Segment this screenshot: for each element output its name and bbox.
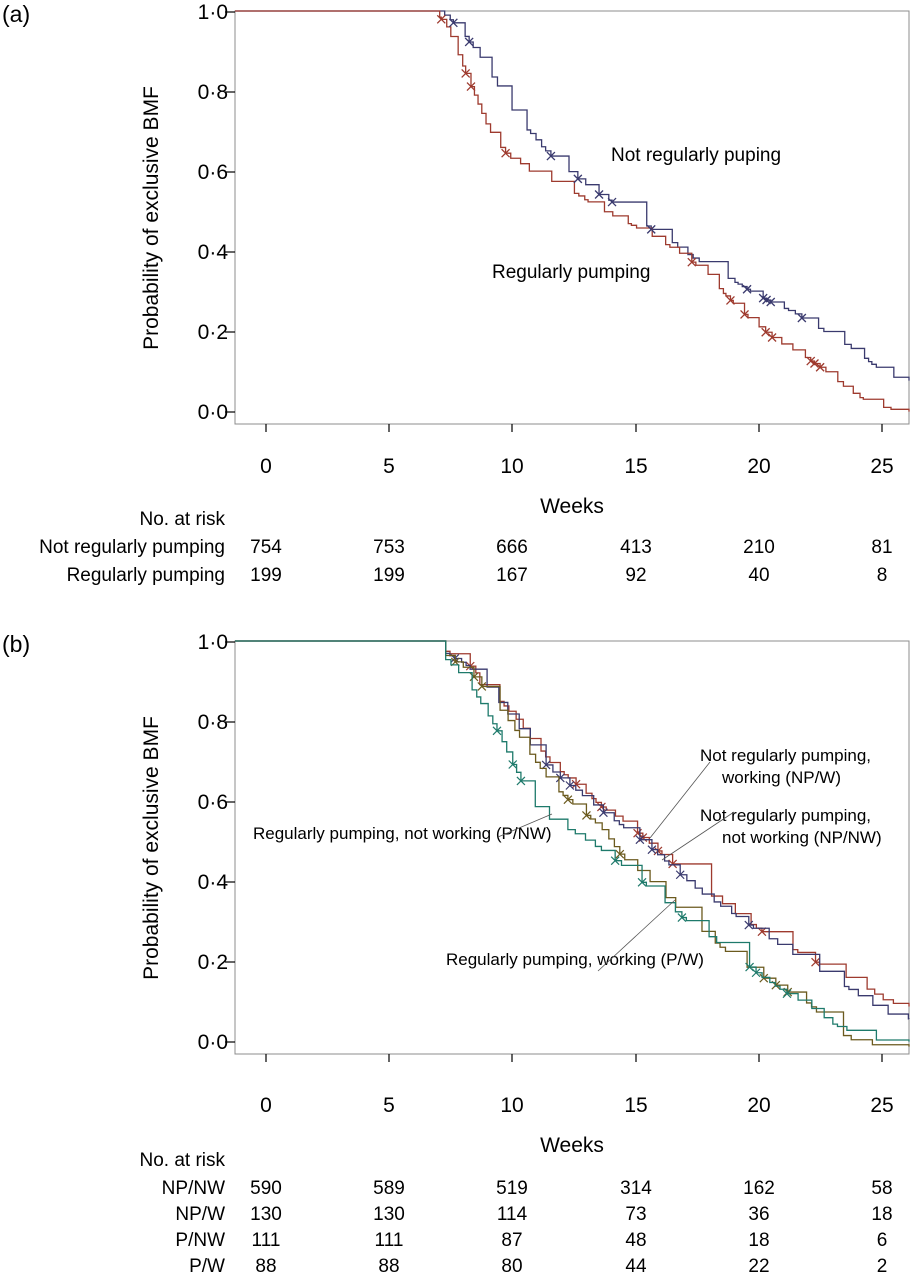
svg-text:15: 15 <box>624 455 647 478</box>
svg-text:111: 111 <box>252 1230 281 1251</box>
svg-text:167: 167 <box>496 565 528 586</box>
svg-text:666: 666 <box>496 537 528 558</box>
svg-text:P/NW: P/NW <box>175 1230 225 1251</box>
svg-text:(a): (a) <box>2 1 30 27</box>
svg-text:working (NP/W): working (NP/W) <box>721 768 841 787</box>
svg-text:15: 15 <box>624 1094 647 1117</box>
svg-text:5: 5 <box>383 455 395 478</box>
svg-text:0·2: 0·2 <box>198 321 228 344</box>
svg-text:0·0: 0·0 <box>198 401 228 424</box>
svg-text:1·0: 1·0 <box>198 631 228 654</box>
svg-text:0·0: 0·0 <box>198 1031 228 1054</box>
svg-text:36: 36 <box>748 1204 769 1225</box>
svg-text:0·8: 0·8 <box>198 81 228 104</box>
svg-text:1·0: 1·0 <box>198 1 228 24</box>
svg-text:Probability of exclusive BMF: Probability of exclusive BMF <box>140 716 163 980</box>
svg-text:18: 18 <box>871 1204 892 1225</box>
svg-text:25: 25 <box>870 1094 893 1117</box>
svg-text:44: 44 <box>625 1256 647 1277</box>
svg-text:8: 8 <box>877 565 888 586</box>
svg-text:20: 20 <box>747 455 770 478</box>
svg-text:Probability of exclusive BMF: Probability of exclusive BMF <box>140 86 163 350</box>
svg-text:130: 130 <box>250 1204 282 1225</box>
svg-text:590: 590 <box>250 1178 282 1199</box>
svg-text:5: 5 <box>383 1094 395 1117</box>
svg-text:P/W: P/W <box>189 1256 225 1277</box>
svg-text:58: 58 <box>871 1178 892 1199</box>
svg-text:87: 87 <box>501 1230 522 1251</box>
svg-text:73: 73 <box>625 1204 646 1225</box>
svg-text:754: 754 <box>250 537 282 558</box>
svg-text:6: 6 <box>877 1230 888 1251</box>
svg-text:(b): (b) <box>2 631 30 657</box>
svg-text:25: 25 <box>870 455 893 478</box>
svg-text:519: 519 <box>496 1178 528 1199</box>
svg-text:81: 81 <box>871 537 892 558</box>
svg-text:Not regularly puping: Not regularly puping <box>611 145 781 166</box>
svg-text:2: 2 <box>877 1256 888 1277</box>
svg-text:162: 162 <box>743 1178 775 1199</box>
svg-text:10: 10 <box>500 1094 523 1117</box>
svg-text:No. at risk: No. at risk <box>139 509 225 530</box>
svg-text:0·6: 0·6 <box>198 791 228 814</box>
svg-text:Regularly pumping: Regularly pumping <box>492 262 650 283</box>
svg-text:Not regularly pumping: Not regularly pumping <box>39 537 225 558</box>
svg-text:753: 753 <box>373 537 405 558</box>
svg-text:199: 199 <box>373 565 405 586</box>
svg-text:18: 18 <box>748 1230 769 1251</box>
svg-text:20: 20 <box>747 1094 770 1117</box>
svg-text:48: 48 <box>625 1230 646 1251</box>
svg-text:0: 0 <box>260 1094 272 1117</box>
svg-text:0·6: 0·6 <box>198 161 228 184</box>
svg-text:not working (NP/NW): not working (NP/NW) <box>722 828 882 847</box>
svg-text:88: 88 <box>255 1256 276 1277</box>
svg-text:80: 80 <box>501 1256 522 1277</box>
svg-text:314: 314 <box>620 1178 652 1199</box>
svg-text:0·4: 0·4 <box>198 241 229 264</box>
svg-text:Weeks: Weeks <box>540 1134 604 1157</box>
svg-text:NP/W: NP/W <box>175 1204 225 1225</box>
svg-text:114: 114 <box>497 1204 528 1225</box>
svg-text:111: 111 <box>375 1230 404 1251</box>
svg-text:NP/NW: NP/NW <box>162 1178 225 1199</box>
svg-text:199: 199 <box>250 565 282 586</box>
svg-text:210: 210 <box>743 537 775 558</box>
svg-text:130: 130 <box>373 1204 405 1225</box>
svg-text:10: 10 <box>500 455 523 478</box>
svg-text:Regularly pumping: Regularly pumping <box>67 565 225 586</box>
svg-text:0·2: 0·2 <box>198 951 228 974</box>
svg-text:Not regularly pumping,: Not regularly pumping, <box>700 746 871 765</box>
svg-text:413: 413 <box>620 537 652 558</box>
svg-text:0·8: 0·8 <box>198 711 228 734</box>
svg-text:0: 0 <box>260 455 272 478</box>
svg-text:No. at risk: No. at risk <box>139 1150 225 1171</box>
svg-text:0·4: 0·4 <box>198 871 229 894</box>
svg-text:Regularly pumping, working (P/: Regularly pumping, working (P/W) <box>446 950 704 969</box>
svg-text:Not regularly pumping,: Not regularly pumping, <box>700 806 871 825</box>
svg-text:88: 88 <box>378 1256 399 1277</box>
svg-text:40: 40 <box>748 565 769 586</box>
svg-text:92: 92 <box>625 565 646 586</box>
svg-text:22: 22 <box>748 1256 769 1277</box>
svg-text:Weeks: Weeks <box>540 495 604 518</box>
svg-text:589: 589 <box>373 1178 405 1199</box>
